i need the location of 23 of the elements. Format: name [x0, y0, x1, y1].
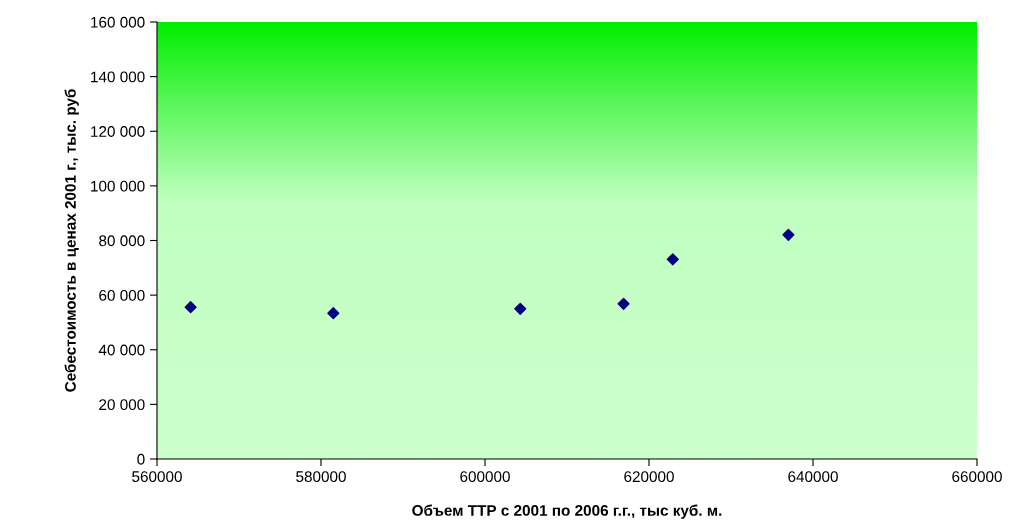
point: [666, 253, 679, 266]
y-tick-label: 60 000: [99, 289, 145, 301]
x-tick-label: 580000: [296, 471, 346, 483]
y-axis-title: Себестоимость в ценах 2001 г., тыс. руб: [64, 89, 79, 392]
y-tick-label: 0: [137, 453, 145, 465]
point: [617, 297, 630, 310]
x-tick-label: 620000: [624, 471, 674, 483]
point: [782, 228, 795, 241]
x-tick-label: 600000: [460, 471, 510, 483]
y-tick-label: 100 000: [91, 180, 145, 192]
y-tick-label: 160 000: [91, 16, 145, 28]
point: [184, 301, 197, 314]
y-tick-label: 20 000: [99, 399, 145, 411]
y-tick-label: 140 000: [91, 71, 145, 83]
x-axis-title: Объем ТТР с 2001 по 2006 г.г., тыс куб. м.: [412, 504, 722, 519]
y-tick-label: 120 000: [91, 126, 145, 137]
x-tick-label: 560000: [132, 471, 182, 483]
y-tick-label: 40 000: [98, 344, 145, 356]
point: [514, 302, 527, 315]
y-tick-label: 80 000: [99, 235, 145, 247]
x-tick-label: 660000: [952, 471, 1002, 483]
x-tick-label: 640000: [788, 471, 838, 483]
point: [327, 307, 340, 320]
